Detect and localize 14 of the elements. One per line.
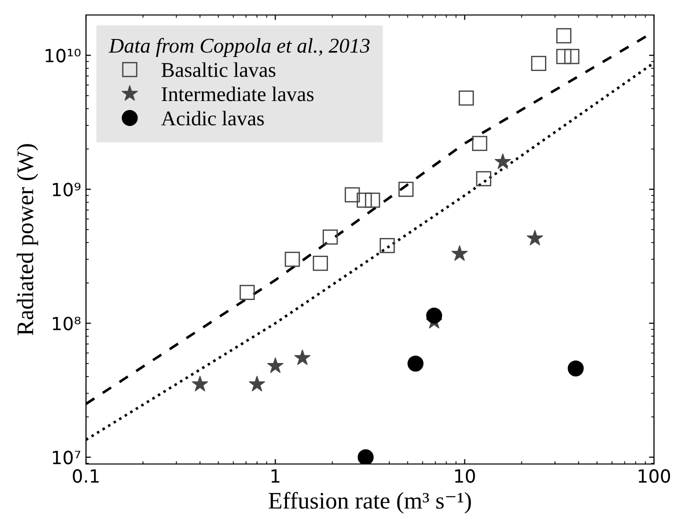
x-axis-title: Effusion rate (m³ s⁻¹) (268, 492, 471, 514)
legend-label: Intermediate lavas (162, 86, 314, 102)
x-tick-label: 100 (638, 469, 670, 483)
legend-label: Basaltic lavas (162, 62, 276, 78)
y-tick-label: 10¹⁰ (46, 48, 81, 62)
x-tick-label: 0.1 (72, 469, 99, 483)
x-tick-label: 1 (272, 469, 280, 483)
legend-title: Data from Coppola et al., 2013 (108, 38, 370, 58)
y-tick-label: 10⁹ (52, 182, 80, 196)
y-axis-title: Radiated power (W) (16, 144, 38, 336)
y-tick-label: 10⁷ (52, 450, 80, 464)
legend-label: Acidic lavas (161, 110, 264, 126)
x-tick-label: 10 (455, 469, 475, 483)
y-tick-label: 10⁸ (52, 316, 80, 330)
